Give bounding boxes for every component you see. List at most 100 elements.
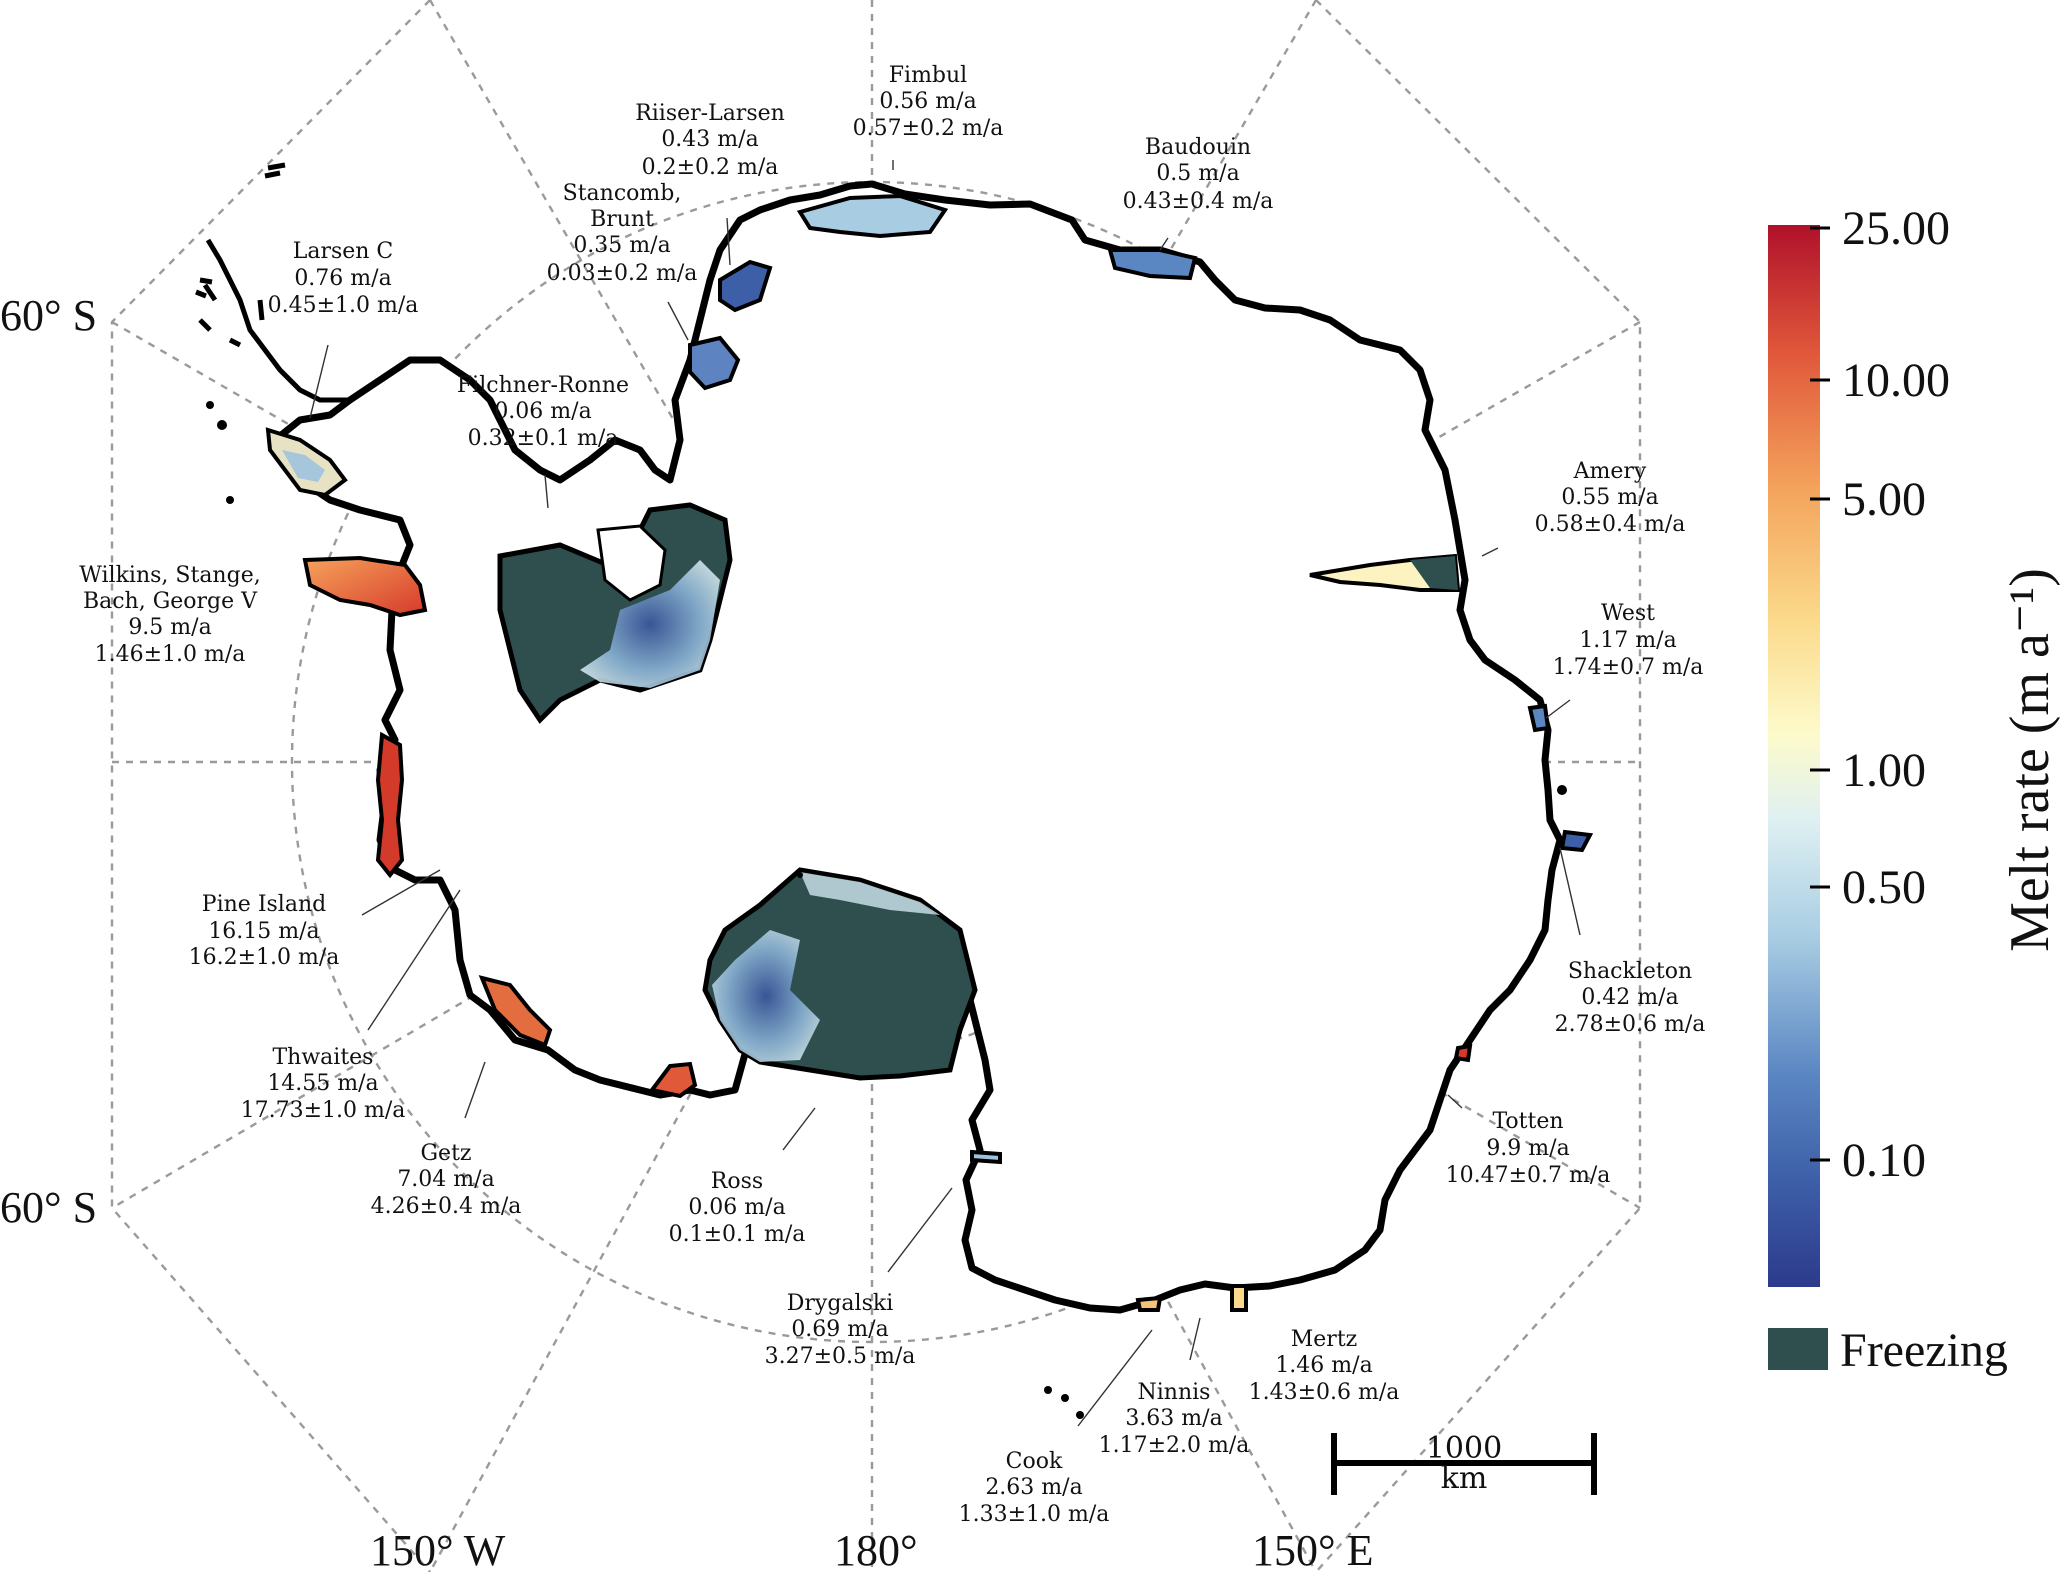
colorbar-title: Melt rate (m a⁻¹) — [1999, 568, 2061, 952]
svg-text:Brunt: Brunt — [590, 207, 654, 232]
label-stancomb-brunt: Stancomb, Brunt 0.35 m/a 0.03±0.2 m/a — [547, 181, 698, 286]
drygalski-ice-shelf — [970, 1149, 1002, 1165]
svg-text:Wilkins, Stange,: Wilkins, Stange, — [79, 563, 260, 588]
svg-text:Stancomb,: Stancomb, — [563, 181, 682, 206]
graticule-outer-frame — [110, 0, 1642, 1572]
svg-text:Getz: Getz — [420, 1141, 471, 1166]
lat-label-upper: 60° S — [0, 291, 97, 340]
svg-text:16.2±1.0 m/a: 16.2±1.0 m/a — [189, 945, 340, 970]
ross-melt-zone — [712, 930, 820, 1062]
svg-text:0.45±1.0 m/a: 0.45±1.0 m/a — [268, 293, 419, 318]
label-thwaites: Thwaites 14.55 m/a 17.73±1.0 m/a — [241, 1045, 406, 1123]
svg-text:Mertz: Mertz — [1291, 1327, 1358, 1352]
label-cook: Cook 2.63 m/a 1.33±1.0 m/a — [959, 1449, 1110, 1527]
svg-text:0.35 m/a: 0.35 m/a — [573, 233, 670, 258]
colorbar-tick-label-4: 0.50 — [1842, 861, 1926, 914]
svg-text:1.17 m/a: 1.17 m/a — [1579, 628, 1676, 653]
label-riiser-larsen: Riiser-Larsen 0.43 m/a 0.2±0.2 m/a — [635, 101, 785, 180]
label-ninnis: Ninnis 3.63 m/a 1.17±2.0 m/a — [1099, 1380, 1250, 1458]
pine-island-coast — [375, 731, 405, 879]
colorbar-tick-label-0: 25.00 — [1842, 202, 1950, 255]
fimbul-ice-shelf — [796, 193, 949, 239]
label-west: West 1.17 m/a 1.74±0.7 m/a — [1553, 601, 1704, 680]
label-filchner-ronne: Filchner-Ronne 0.06 m/a 0.32±0.1 m/a — [457, 373, 629, 451]
getz-ice-shelf — [478, 975, 553, 1048]
svg-text:0.56 m/a: 0.56 m/a — [879, 89, 976, 114]
label-amery: Amery 0.55 m/a 0.58±0.4 m/a — [1535, 459, 1686, 537]
lat-label-lower: 60° S — [0, 1183, 97, 1232]
svg-text:West: West — [1601, 601, 1655, 626]
colorbar: 25.00 10.00 5.00 1.00 0.50 0.10 Melt rate (m … — [1768, 202, 2061, 1377]
colorbar-gradient — [1768, 225, 1820, 1287]
antarctic-peninsula — [205, 238, 382, 403]
label-drygalski: Drygalski 0.69 m/a 3.27±0.5 m/a — [765, 1291, 916, 1369]
svg-text:Drygalski: Drygalski — [787, 1291, 893, 1316]
colorbar-tick-label-5: 0.10 — [1842, 1134, 1926, 1187]
svg-text:3.27±0.5 m/a: 3.27±0.5 m/a — [765, 1344, 916, 1369]
svg-text:1.43±0.6 m/a: 1.43±0.6 m/a — [1249, 1380, 1400, 1405]
svg-text:Fimbul: Fimbul — [889, 63, 967, 88]
label-ross: Ross 0.06 m/a 0.1±0.1 m/a — [669, 1169, 806, 1247]
filchner-melt-zone — [580, 560, 720, 688]
svg-text:Riiser-Larsen: Riiser-Larsen — [635, 101, 785, 126]
label-pine-island: Pine Island 16.15 m/a 16.2±1.0 m/a — [189, 892, 340, 970]
svg-text:9.5 m/a: 9.5 m/a — [128, 615, 211, 640]
svg-text:Filchner-Ronne: Filchner-Ronne — [457, 373, 629, 398]
svg-text:0.1±0.1 m/a: 0.1±0.1 m/a — [669, 1222, 806, 1247]
svg-text:1.46±1.0 m/a: 1.46±1.0 m/a — [95, 642, 246, 667]
mertz-ice-shelf — [1230, 1284, 1248, 1312]
svg-text:1.17±2.0 m/a: 1.17±2.0 m/a — [1099, 1433, 1250, 1458]
label-fimbul: Fimbul 0.56 m/a 0.57±0.2 m/a — [853, 63, 1004, 141]
svg-text:3.63 m/a: 3.63 m/a — [1125, 1406, 1222, 1431]
svg-text:0.58±0.4 m/a: 0.58±0.4 m/a — [1535, 512, 1686, 537]
svg-text:2.63 m/a: 2.63 m/a — [985, 1475, 1082, 1500]
svg-text:Pine Island: Pine Island — [202, 892, 326, 917]
label-totten: Totten 9.9 m/a 10.47±0.7 m/a — [1446, 1109, 1611, 1188]
lon-label-150e: 150° E — [1252, 1526, 1373, 1572]
thwaites-coast — [648, 1061, 698, 1099]
svg-text:0.5 m/a: 0.5 m/a — [1156, 161, 1239, 186]
meridian-150w — [428, 785, 860, 1572]
label-larsen-c: Larsen C 0.76 m/a 0.45±1.0 m/a — [268, 239, 419, 318]
totten-ice-shelf — [1453, 1043, 1473, 1063]
meridian-30e — [884, 0, 1318, 739]
svg-text:Totten: Totten — [1492, 1109, 1563, 1134]
scale-bar: 1000 km — [1331, 1431, 1597, 1496]
svg-text:0.76 m/a: 0.76 m/a — [294, 266, 391, 291]
graticule-labels: 60° S 60° S 150° W 180° 150° E — [0, 291, 1373, 1572]
label-baudouin: Baudouin 0.5 m/a 0.43±0.4 m/a — [1123, 135, 1274, 214]
colorbar-tick-label-2: 5.00 — [1842, 473, 1926, 526]
continent-coastline — [271, 180, 1564, 1314]
west-ice-shelf — [1527, 703, 1551, 733]
lon-label-180: 180° — [834, 1526, 918, 1572]
svg-text:1.74±0.7 m/a: 1.74±0.7 m/a — [1553, 655, 1704, 680]
stancomb-brunt-ice-shelf — [688, 335, 741, 391]
svg-text:0.32±0.1 m/a: 0.32±0.1 m/a — [468, 426, 619, 451]
svg-text:0.03±0.2 m/a: 0.03±0.2 m/a — [547, 261, 698, 286]
svg-text:Amery: Amery — [1573, 459, 1647, 484]
freezing-legend-swatch — [1768, 1328, 1828, 1370]
antarctica — [195, 162, 1594, 1419]
svg-text:4.26±0.4 m/a: 4.26±0.4 m/a — [371, 1194, 522, 1219]
svg-text:0.69 m/a: 0.69 m/a — [791, 1317, 888, 1342]
meridian-30w — [428, 0, 860, 739]
svg-text:Thwaites: Thwaites — [273, 1045, 374, 1070]
colorbar-ticks: 25.00 10.00 5.00 1.00 0.50 0.10 — [1810, 202, 1950, 1187]
svg-text:0.06 m/a: 0.06 m/a — [688, 1195, 785, 1220]
svg-text:Baudouin: Baudouin — [1145, 135, 1251, 160]
svg-text:0.42 m/a: 0.42 m/a — [1581, 985, 1678, 1010]
leader-lines — [309, 160, 1581, 1427]
svg-text:7.04 m/a: 7.04 m/a — [397, 1167, 494, 1192]
svg-text:10.47±0.7 m/a: 10.47±0.7 m/a — [1446, 1163, 1611, 1188]
svg-text:0.2±0.2 m/a: 0.2±0.2 m/a — [642, 155, 779, 180]
label-mertz: Mertz 1.46 m/a 1.43±0.6 m/a — [1249, 1327, 1400, 1405]
svg-text:2.78±0.6 m/a: 2.78±0.6 m/a — [1555, 1012, 1706, 1037]
svg-text:Larsen C: Larsen C — [293, 239, 394, 264]
label-wilkins: Wilkins, Stange, Bach, George V 9.5 m/a … — [79, 563, 260, 667]
svg-text:14.55 m/a: 14.55 m/a — [267, 1071, 378, 1096]
svg-text:1.33±1.0 m/a: 1.33±1.0 m/a — [959, 1502, 1110, 1527]
svg-text:Ross: Ross — [711, 1169, 763, 1194]
wilkins-ice-shelf — [302, 555, 428, 618]
svg-text:0.43 m/a: 0.43 m/a — [661, 127, 758, 152]
